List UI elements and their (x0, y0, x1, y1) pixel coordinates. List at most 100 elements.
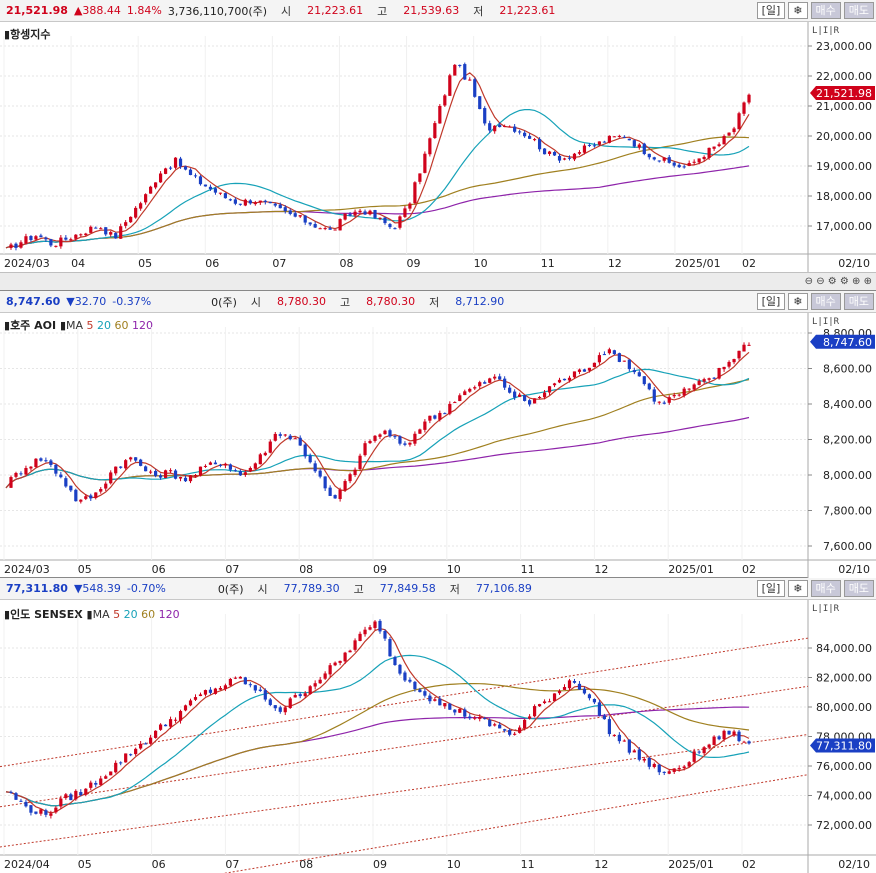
x-tick-label: 07 (272, 257, 286, 270)
candle-body (154, 182, 158, 188)
candle-body (129, 457, 133, 460)
candle-body (742, 344, 746, 352)
candle-body (99, 228, 103, 230)
hsi-buy-button[interactable]: 매수 (810, 2, 841, 19)
lir-label: L|I|R (812, 26, 840, 36)
candle-body (597, 355, 602, 363)
candle-body (278, 434, 282, 436)
candle-body (468, 716, 472, 719)
candle-body (448, 75, 452, 96)
candle-body (697, 158, 701, 163)
candle-body (358, 210, 362, 213)
candle-body (513, 391, 517, 398)
candle-body (637, 372, 641, 377)
candle-body (29, 805, 33, 813)
y-tick-label: 18,000.00 (816, 190, 872, 203)
aoi-low-label: 저 (429, 295, 440, 309)
candle-body (513, 126, 517, 132)
candle-body (218, 192, 223, 194)
sensex-buy-button[interactable]: 매수 (810, 580, 841, 597)
candle-body (94, 782, 98, 785)
candle-body (433, 415, 437, 419)
aoi-period-button[interactable]: [일] (756, 293, 786, 310)
candle-body (498, 724, 502, 729)
candle-body (39, 809, 43, 814)
sensex-title: ▮인도 SENSEX ▮MA 5 20 60 120 (4, 608, 180, 621)
candle-body (662, 402, 666, 404)
candle-body (707, 378, 711, 380)
hsi-settings-icon[interactable]: ❄ (788, 2, 808, 19)
aoi-settings-icon[interactable]: ❄ (788, 293, 808, 310)
candle-body (114, 762, 118, 773)
candle-body (587, 144, 592, 146)
candle-body (223, 463, 228, 466)
ma60-line (5, 683, 750, 807)
candle-body (313, 683, 317, 687)
candle-body (223, 685, 228, 690)
candle-body (597, 141, 602, 145)
candle-body (443, 95, 447, 106)
candle-body (173, 719, 178, 721)
sensex-price: 77,311.80 (6, 582, 68, 595)
candle-body (637, 144, 641, 148)
sensex-settings-icon[interactable]: ❄ (788, 580, 808, 597)
aoi-pct: -0.37% (112, 295, 152, 308)
candle-body (263, 690, 267, 700)
candle-body (552, 693, 557, 702)
candle-body (283, 707, 287, 713)
y-tick-label: 22,000.00 (816, 70, 872, 83)
candle-body (238, 203, 242, 205)
candle-body (458, 708, 462, 713)
candle-body (727, 132, 731, 136)
candle-body (403, 208, 407, 217)
y-axis-area (808, 600, 876, 873)
candle-body (79, 234, 83, 236)
x-tick-label: 04 (71, 257, 85, 270)
candle-body (572, 153, 577, 160)
candle-body (183, 705, 188, 711)
candle-body (308, 455, 312, 463)
x-tick-label: 10 (447, 858, 461, 871)
candle-body (358, 455, 362, 470)
candle-body (263, 200, 267, 202)
aoi-buy-button[interactable]: 매수 (810, 293, 841, 310)
hsi-chart[interactable]: L|I|R 23,000.00 22,000.00 21,000.00 20,000.0… (0, 22, 876, 272)
aoi-sell-button[interactable]: 매도 (843, 293, 874, 310)
hsi-sell-button[interactable]: 매도 (843, 2, 874, 19)
candle-body (288, 435, 292, 440)
candle-body (9, 244, 13, 248)
candle-body (208, 462, 213, 465)
sensex-period-button[interactable]: [일] (756, 580, 786, 597)
candle-body (592, 698, 597, 703)
candle-body (418, 689, 422, 693)
candle-body (318, 679, 322, 684)
hsi-scrollbar[interactable]: ⊖ ⊖ ⚙ ⚙ ⊕ ⊕ (0, 272, 876, 290)
candle-body (587, 367, 592, 371)
hsi-zoom-controls[interactable]: ⊖ ⊖ ⚙ ⚙ ⊕ ⊕ (804, 276, 872, 287)
candle-body (188, 475, 193, 482)
candle-body (253, 463, 257, 469)
candle-body (463, 709, 467, 717)
candle-body (682, 166, 686, 168)
candle-body (288, 210, 292, 214)
candle-body (44, 460, 48, 462)
candle-body (144, 194, 148, 203)
candle-body (178, 711, 183, 721)
last-price-marker (810, 738, 875, 753)
candle-body (478, 96, 482, 110)
candle-body (647, 153, 651, 158)
aoi-chart[interactable]: L|I|R8,800.008,600.008,400.008,200.008,0… (0, 313, 876, 578)
candle-body (478, 717, 482, 719)
candle-body (383, 430, 387, 435)
candle-body (34, 236, 38, 240)
candle-body (667, 771, 671, 774)
candle-body (49, 460, 53, 465)
sensex-chart[interactable]: L|I|R84,000.0082,000.0080,000.0078,000.0… (0, 600, 876, 873)
candle-body (9, 791, 13, 793)
candle-body (363, 443, 367, 456)
hsi-period-button[interactable]: [일] (756, 2, 786, 19)
candle-body (49, 813, 53, 816)
candle-body (84, 496, 88, 499)
sensex-sell-button[interactable]: 매도 (843, 580, 874, 597)
x-tick-label: 08 (299, 858, 313, 871)
